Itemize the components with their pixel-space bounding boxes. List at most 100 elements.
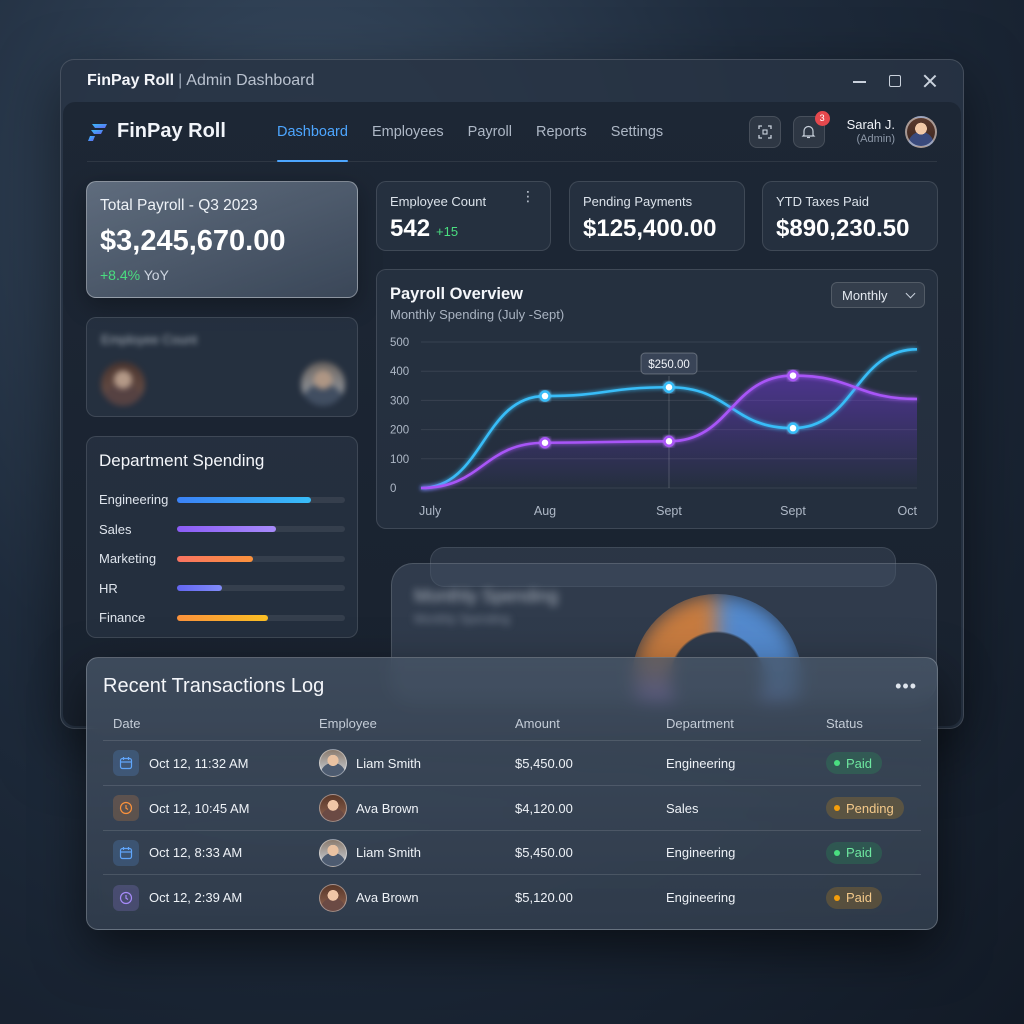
tab-employees[interactable]: Employees — [371, 123, 444, 140]
department-row: HR — [99, 574, 345, 604]
employee-count-card[interactable]: Employee Count ⋮ 542 +15 — [376, 181, 551, 251]
data-point — [663, 381, 675, 394]
close-icon[interactable] — [923, 74, 937, 88]
pending-payments-value: $125,400.00 — [583, 215, 717, 242]
period-dropdown-value: Monthly — [842, 287, 888, 303]
total-payroll-delta-suffix: YoY — [143, 267, 169, 283]
y-tick-label: 300 — [390, 395, 409, 407]
column-header-amount[interactable]: Amount — [515, 716, 560, 731]
status-badge: Paid — [826, 841, 883, 864]
status-dot — [834, 894, 840, 901]
window-controls — [853, 74, 937, 88]
x-tick-label: Aug — [534, 504, 556, 518]
scan-button[interactable] — [748, 115, 781, 148]
status-label: Paid — [846, 845, 873, 861]
transaction-date: Oct 12, 11:32 AM — [149, 755, 249, 771]
transaction-employee: Ava Brown — [356, 890, 419, 906]
x-tick-label: Sept — [656, 504, 682, 518]
table-row[interactable]: Oct 12, 2:39 AM Ava Brown $5,120.00 Enginee… — [103, 874, 921, 919]
department-row: Finance — [99, 603, 345, 633]
clock-icon — [113, 795, 139, 822]
window-app-name: FinPay Roll — [87, 72, 175, 89]
table-row[interactable]: Oct 12, 8:33 AM Liam Smith $5,450.00 Engine… — [103, 829, 921, 875]
brand[interactable]: FinPay Roll — [87, 120, 277, 143]
table-row[interactable]: Oct 12, 11:32 AM Liam Smith $5,450.00 Engin… — [103, 740, 921, 785]
transactions-panel: Recent Transactions Log ••• Date Employe… — [86, 657, 938, 930]
window-subtitle: Admin Dashboard — [186, 72, 315, 89]
department-name: Finance — [99, 610, 146, 626]
pending-payments-card[interactable]: Pending Payments $125,400.00 — [569, 181, 745, 251]
data-point — [787, 369, 799, 382]
blurred-avatar — [101, 362, 145, 406]
data-point — [539, 390, 551, 402]
column-header-status[interactable]: Status — [826, 716, 863, 731]
window-title-separator: | — [178, 72, 183, 89]
y-tick-label: 400 — [390, 366, 409, 378]
transaction-employee: Liam Smith — [356, 845, 422, 861]
status-label: Paid — [846, 890, 873, 906]
department-bar-track — [177, 585, 345, 592]
ytd-taxes-value: $890,230.50 — [776, 215, 910, 242]
data-point — [663, 435, 675, 448]
tab-reports[interactable]: Reports — [536, 123, 587, 140]
status-dot — [834, 805, 840, 812]
total-payroll-delta: +8.4% — [100, 267, 141, 283]
column-header-date[interactable]: Date — [113, 716, 141, 731]
payroll-line-chart: 0 100 200 300 400 500 July Aug Sept Sept Oct $250.0… — [390, 337, 918, 518]
user-menu[interactable]: Sarah J. (Admin) — [846, 115, 937, 148]
maximize-icon[interactable] — [889, 75, 901, 87]
data-point — [539, 436, 551, 449]
ytd-taxes-label: YTD Taxes Paid — [776, 194, 869, 209]
blurred-card-label: Employee Count — [101, 332, 198, 347]
department-name: Sales — [99, 521, 132, 537]
nav-tabs: Dashboard Employees Payroll Reports Sett… — [277, 102, 663, 162]
minimize-icon[interactable] — [853, 74, 867, 88]
table-row[interactable]: Oct 12, 10:45 AM Ava Brown $4,120.00 Sales P… — [103, 784, 921, 830]
department-bar-track — [177, 526, 345, 533]
employee-count-value: 542 — [390, 215, 431, 242]
user-name: Sarah J. — [846, 117, 895, 133]
nav-actions: 3 Sarah J. (Admin) — [748, 110, 937, 148]
notifications-button[interactable]: 3 — [792, 110, 830, 148]
department-name: Engineering — [99, 492, 169, 508]
data-point — [787, 422, 799, 434]
column-header-department[interactable]: Department — [666, 716, 734, 731]
blurred-panel-title: Monthly Spending — [414, 586, 559, 606]
tooltip-label: $250.00 — [648, 359, 690, 371]
status-label: Pending — [846, 800, 894, 816]
ytd-taxes-card[interactable]: YTD Taxes Paid $890,230.50 — [762, 181, 938, 251]
tooltip-box — [640, 352, 698, 375]
status-badge: Paid — [826, 752, 883, 775]
y-tick-label: 500 — [390, 337, 409, 349]
clock-icon — [113, 884, 139, 911]
status-dot — [834, 760, 840, 767]
tab-settings[interactable]: Settings — [610, 123, 664, 140]
transaction-employee: Ava Brown — [356, 800, 419, 816]
status-label: Paid — [846, 755, 873, 771]
period-dropdown[interactable]: Monthly — [831, 282, 925, 308]
more-horizontal-icon[interactable]: ••• — [895, 676, 917, 696]
transaction-department: Engineering — [666, 845, 736, 861]
department-bar-track — [177, 614, 345, 621]
total-payroll-label: Total Payroll - Q3 2023 — [100, 197, 258, 214]
department-bar-fill — [177, 585, 223, 592]
calendar-icon — [113, 750, 139, 777]
transactions-title: Recent Transactions Log — [103, 675, 325, 697]
tab-payroll[interactable]: Payroll — [467, 123, 512, 140]
department-name: Marketing — [99, 551, 157, 567]
column-header-employee[interactable]: Employee — [319, 716, 377, 731]
total-payroll-card[interactable]: Total Payroll - Q3 2023 $3,245,670.00 +8… — [86, 181, 358, 298]
user-avatar[interactable] — [905, 115, 937, 148]
department-bar-fill — [177, 614, 268, 621]
title-bar: FinPay Roll | Admin Dashboard — [61, 60, 963, 102]
blurred-panel-subtitle: Monthly Spending — [414, 612, 511, 626]
more-vertical-icon[interactable]: ⋮ — [521, 188, 535, 204]
calendar-icon — [113, 839, 139, 866]
finpay-logo-icon — [88, 123, 107, 141]
tab-dashboard[interactable]: Dashboard — [277, 102, 348, 162]
department-name: HR — [99, 580, 118, 596]
status-badge: Pending — [826, 797, 904, 820]
status-dot — [834, 849, 840, 856]
transaction-date: Oct 12, 10:45 AM — [149, 800, 250, 816]
total-payroll-value: $3,245,670.00 — [100, 225, 286, 257]
